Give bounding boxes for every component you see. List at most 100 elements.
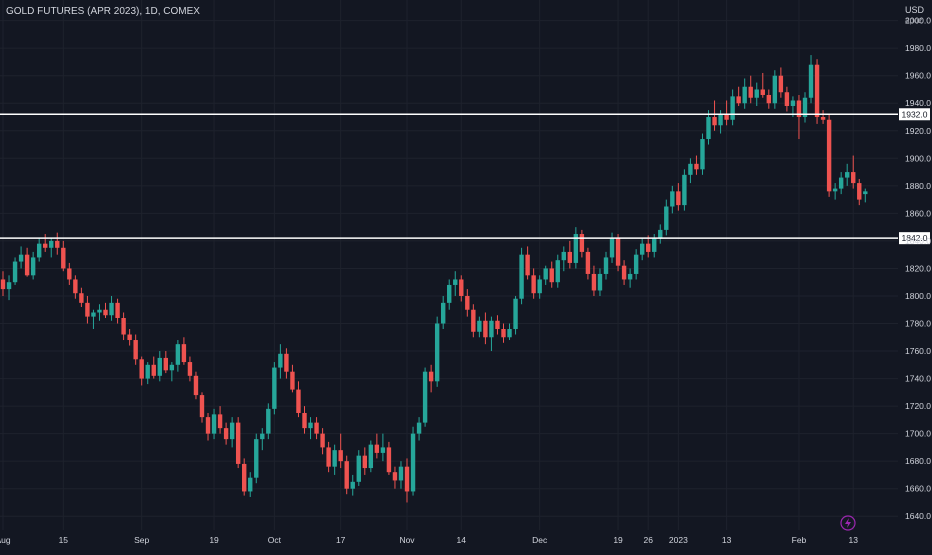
- currency-label: USD: [905, 5, 925, 15]
- candle-body: [507, 329, 512, 338]
- candle-body: [374, 444, 380, 453]
- candle-body: [18, 254, 24, 262]
- candle-body: [73, 279, 78, 294]
- author-label: apoz: [905, 16, 923, 25]
- price-tick-label: 1900.0: [905, 153, 931, 163]
- candle-body: [24, 254, 30, 276]
- candle-body: [151, 364, 156, 376]
- candle-body: [447, 284, 452, 303]
- candle-body: [627, 273, 633, 280]
- candle-body: [67, 268, 72, 280]
- candle-body: [0, 279, 6, 290]
- candle-body: [242, 463, 247, 492]
- price-tick-label: 1660.0: [905, 484, 931, 494]
- candle-body: [157, 357, 162, 376]
- time-tick-label: Nov: [399, 535, 415, 545]
- candle-body: [223, 428, 229, 440]
- candle-body: [573, 234, 579, 263]
- price-tick-label: 1960.0: [905, 71, 931, 81]
- price-tick-label: 2000.0: [905, 16, 931, 26]
- price-tick-label: 1700.0: [905, 429, 931, 439]
- candle-body: [652, 238, 657, 252]
- candle-body: [513, 298, 518, 330]
- candle-body: [658, 229, 663, 239]
- price-tick-label: 1780.0: [905, 319, 931, 329]
- candle-body: [284, 353, 289, 372]
- candles: [0, 55, 868, 503]
- candle-body: [211, 414, 217, 434]
- candle-body: [676, 191, 681, 206]
- candle-body: [555, 260, 560, 283]
- price-tick-label: 1940.0: [905, 98, 931, 108]
- time-axis[interactable]: Aug 15 Sep 19 Oct 17 Nov 14 Dec 19 26 2023 13 Feb 13: [0, 535, 858, 545]
- horizontal-lines: 1932.0 1842.0: [0, 108, 930, 245]
- candle-body: [338, 450, 343, 462]
- price-tag: [899, 108, 930, 121]
- candle-body: [109, 302, 114, 316]
- candle-body: [320, 433, 325, 448]
- candle-body: [863, 191, 868, 195]
- candle-body: [459, 279, 464, 296]
- candle-body: [802, 97, 808, 118]
- candle-body: [85, 302, 90, 317]
- candle-body: [410, 433, 416, 492]
- price-tick-label: 1840.0: [905, 236, 931, 246]
- candle-body: [169, 364, 175, 371]
- price-axis[interactable]: 1640.0 1660.0 1680.0 1700.0 1720.0 1740.0 1760…: [905, 16, 931, 522]
- candle-body: [254, 439, 259, 478]
- candle-body: [362, 455, 367, 469]
- candle-body: [706, 117, 711, 140]
- price-tick-label: 1920.0: [905, 126, 931, 136]
- candle-body: [579, 234, 585, 252]
- candle-body: [61, 247, 66, 269]
- lightning-bolt-icon[interactable]: [840, 515, 856, 531]
- candle-body: [537, 279, 542, 294]
- candle-body: [682, 174, 687, 206]
- candle-body: [585, 251, 591, 274]
- candle-body: [332, 450, 337, 467]
- candle-body: [103, 309, 108, 316]
- candle-body: [217, 414, 223, 429]
- candle-body: [796, 100, 802, 118]
- candle-body: [772, 75, 778, 104]
- candle-body: [694, 163, 699, 170]
- time-tick-label: 19: [613, 535, 623, 545]
- time-tick-label: 2023: [669, 535, 688, 545]
- candle-body: [356, 455, 361, 482]
- price-tag-label: 1932.0: [902, 109, 928, 119]
- time-tick-label: Sep: [134, 535, 149, 545]
- candle-body: [567, 251, 573, 263]
- candle-body: [778, 75, 784, 93]
- candle-body: [742, 86, 747, 104]
- candle-body: [368, 444, 374, 469]
- candle-body: [12, 261, 18, 283]
- candle-body: [121, 318, 126, 335]
- candle-body: [857, 183, 862, 200]
- candle-body: [302, 412, 307, 429]
- candle-body: [736, 96, 741, 104]
- candle-body: [591, 273, 597, 291]
- price-tick-label: 1880.0: [905, 181, 931, 191]
- candle-body: [688, 163, 693, 175]
- price-tick-label: 1860.0: [905, 208, 931, 218]
- price-tag-label: 1842.0: [902, 233, 928, 243]
- candle-body: [6, 282, 12, 290]
- time-tick-label: 15: [59, 535, 69, 545]
- candle-body: [43, 243, 48, 248]
- grid: [0, 0, 898, 530]
- candle-body: [465, 295, 470, 310]
- candle-body: [229, 422, 235, 440]
- candle-body: [700, 139, 705, 170]
- candle-body: [91, 312, 96, 317]
- candle-body: [543, 268, 548, 280]
- candle-body: [808, 64, 814, 98]
- candle-body: [664, 206, 669, 230]
- candle-body: [193, 375, 199, 396]
- time-tick-label: Dec: [532, 535, 548, 545]
- candle-body: [272, 367, 277, 409]
- candle-body: [163, 357, 169, 371]
- candle-body: [845, 172, 850, 178]
- candle-body: [712, 117, 717, 126]
- symbol-title: GOLD FUTURES (APR 2023), 1D, COMEX: [6, 6, 200, 17]
